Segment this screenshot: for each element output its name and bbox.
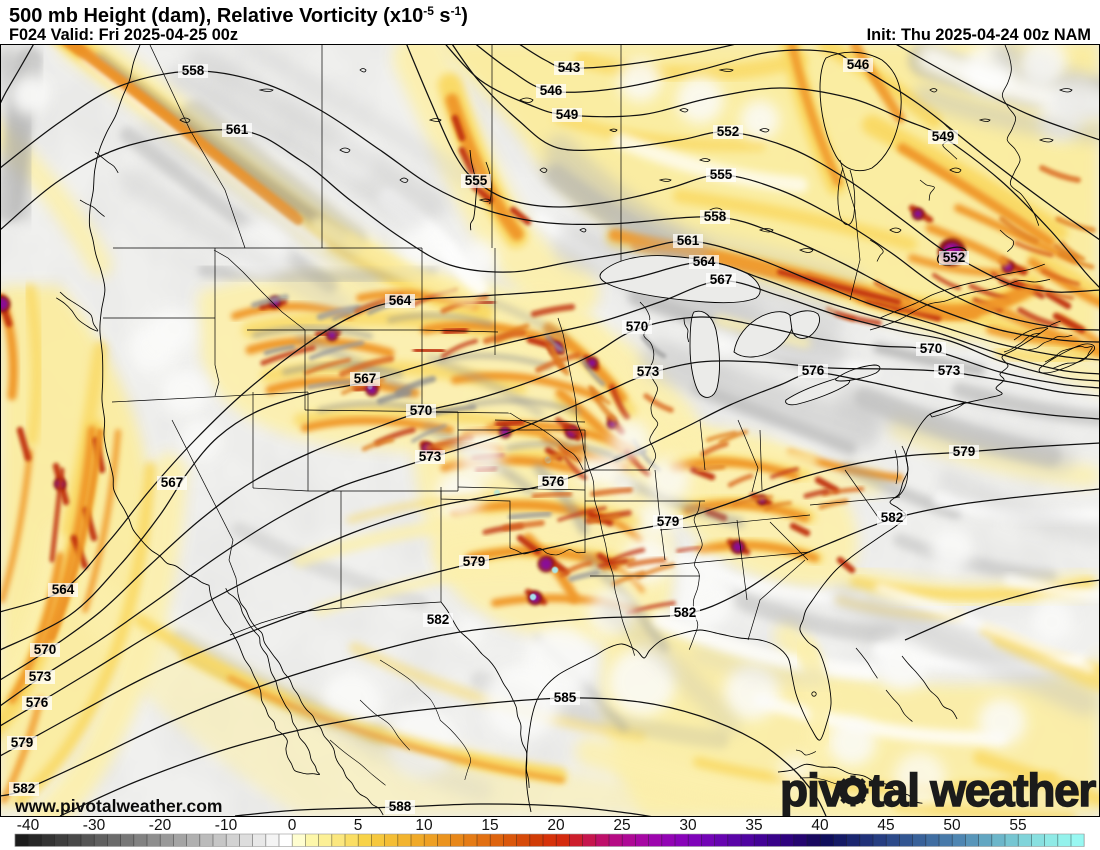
svg-text:piv: piv [780,764,845,816]
svg-text:579: 579 [657,514,680,529]
svg-text:573: 573 [29,669,52,684]
svg-text:555: 555 [710,167,733,182]
svg-text:10: 10 [415,817,433,834]
svg-text:564: 564 [389,293,412,308]
svg-text:570: 570 [626,319,649,334]
svg-text:585: 585 [554,690,577,705]
svg-text:-40: -40 [17,817,40,834]
svg-text:570: 570 [34,642,57,657]
svg-text:567: 567 [354,371,377,386]
svg-text:15: 15 [481,817,498,834]
svg-text:582: 582 [674,605,697,620]
svg-text:35: 35 [745,817,762,834]
svg-text:564: 564 [693,254,716,269]
svg-text:573: 573 [637,364,660,379]
svg-text:543: 543 [558,60,581,75]
svg-text:570: 570 [920,341,943,356]
svg-text:582: 582 [427,612,450,627]
svg-text:55: 55 [1009,817,1026,834]
svg-text:546: 546 [540,83,563,98]
svg-text:-10: -10 [215,817,238,834]
svg-text:579: 579 [953,444,976,459]
svg-text:5: 5 [354,817,363,834]
svg-text:558: 558 [704,209,727,224]
svg-text:576: 576 [26,695,49,710]
svg-text:588: 588 [389,799,412,814]
svg-text:20: 20 [547,817,565,834]
svg-text:570: 570 [410,403,433,418]
svg-text:549: 549 [556,107,579,122]
svg-text:546: 546 [847,57,870,72]
svg-text:tal weather: tal weather [869,764,1096,816]
svg-text:30: 30 [679,817,697,834]
svg-text:564: 564 [52,582,75,597]
svg-text:576: 576 [802,363,825,378]
svg-text:579: 579 [11,735,34,750]
svg-text:549: 549 [932,129,955,144]
svg-text:576: 576 [542,474,565,489]
svg-text:F024 Valid: Fri 2025-04-25 00z: F024 Valid: Fri 2025-04-25 00z [9,26,238,44]
svg-text:579: 579 [463,554,486,569]
svg-text:573: 573 [419,449,442,464]
svg-text:45: 45 [877,817,894,834]
svg-text:573: 573 [938,363,961,378]
svg-text:Init: Thu 2025-04-24 00z NAM: Init: Thu 2025-04-24 00z NAM [867,26,1091,44]
svg-text:www.pivotalweather.com: www.pivotalweather.com [14,796,222,816]
svg-text:500 mb Height (dam), Relative: 500 mb Height (dam), Relative Vorticity … [9,4,468,27]
svg-text:567: 567 [161,475,184,490]
svg-text:-30: -30 [83,817,106,834]
svg-text:0: 0 [288,817,297,834]
svg-text:582: 582 [881,510,904,525]
svg-text:50: 50 [943,817,961,834]
svg-text:561: 561 [226,122,249,137]
svg-text:25: 25 [613,817,630,834]
svg-text:-20: -20 [149,817,172,834]
svg-text:558: 558 [182,63,205,78]
svg-text:555: 555 [465,173,488,188]
svg-text:40: 40 [811,817,829,834]
svg-text:582: 582 [13,781,36,796]
svg-text:561: 561 [677,233,700,248]
svg-text:552: 552 [717,124,740,139]
svg-text:567: 567 [710,272,733,287]
svg-text:552: 552 [943,250,966,265]
